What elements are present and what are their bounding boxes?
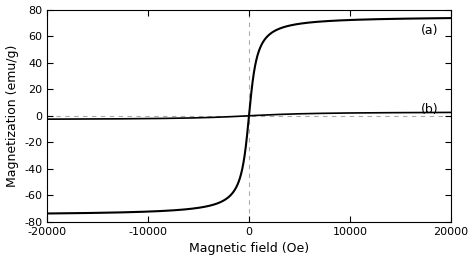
Text: (b): (b) — [421, 103, 439, 116]
Text: (a): (a) — [421, 25, 439, 37]
X-axis label: Magnetic field (Oe): Magnetic field (Oe) — [189, 242, 309, 256]
Y-axis label: Magnetization (emu/g): Magnetization (emu/g) — [6, 45, 18, 187]
